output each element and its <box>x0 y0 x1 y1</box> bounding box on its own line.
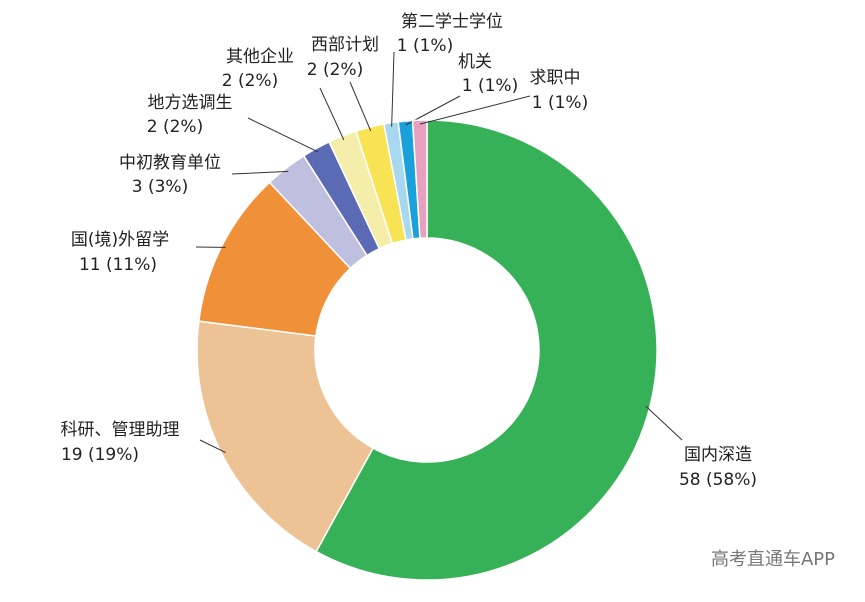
leader-line <box>320 88 344 140</box>
leader-line <box>392 52 394 127</box>
leader-line <box>350 82 371 131</box>
slice-label: 国内深造 <box>684 445 752 465</box>
slice-label: 科研、管理助理 <box>61 420 180 440</box>
slice-label: 求职中 <box>530 68 581 88</box>
slice-label: 国(境)外留学 <box>71 230 169 250</box>
watermark: 高考直通车APP <box>711 549 835 570</box>
value-label: 11 (11%) <box>79 255 157 275</box>
value-label: 1 (1%) <box>532 93 588 113</box>
value-label: 1 (1%) <box>397 36 453 56</box>
value-label: 58 (58%) <box>679 470 757 490</box>
value-label: 2 (2%) <box>222 71 278 91</box>
slice-label: 第二学士学位 <box>401 12 503 32</box>
value-label: 2 (2%) <box>307 60 363 80</box>
leader-line <box>646 406 682 440</box>
value-label: 1 (1%) <box>462 76 518 96</box>
slice-label: 中初教育单位 <box>119 153 221 173</box>
slice-label: 地方选调生 <box>148 93 233 113</box>
value-label: 3 (3%) <box>132 177 188 197</box>
value-label: 2 (2%) <box>147 117 203 137</box>
slice-label: 机关 <box>458 52 492 72</box>
leader-line <box>248 118 318 152</box>
slice-label: 西部计划 <box>311 35 379 55</box>
slice-label: 其他企业 <box>226 47 294 67</box>
leader-line <box>420 96 530 124</box>
value-label: 19 (19%) <box>61 445 139 465</box>
